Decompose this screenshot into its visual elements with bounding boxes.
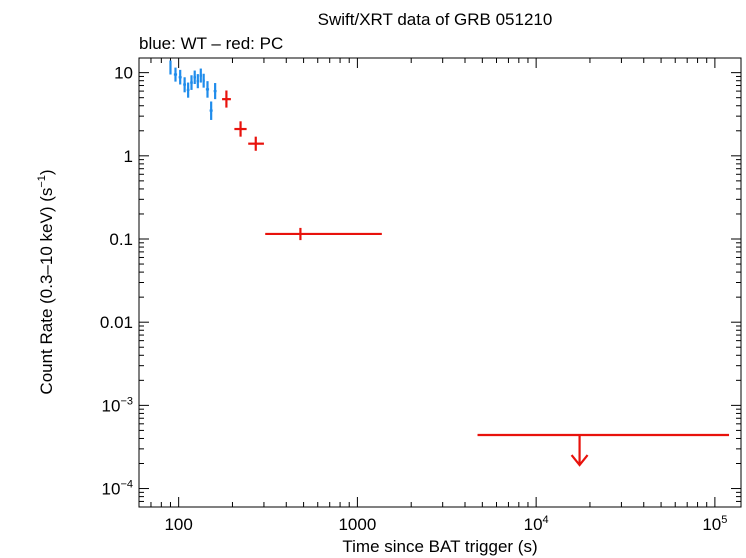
y-axis-label-end: ) [37, 169, 56, 175]
x-axis-label: Time since BAT trigger (s) [342, 537, 537, 556]
chart-subtitle: blue: WT – red: PC [139, 34, 283, 53]
x-tick-label-base: 1000 [338, 515, 376, 534]
y-tick-label-exp: −3 [120, 395, 133, 407]
y-tick-label: 10−4 [102, 479, 133, 499]
x-tick-label: 1000 [338, 515, 376, 534]
y-tick-label: 0.1 [109, 230, 133, 249]
plot-frame [138, 57, 742, 508]
y-tick-label-base: 0.01 [100, 313, 133, 332]
x-tick-label-base: 10 [524, 515, 543, 534]
upper-limit-arrow-head [570, 454, 589, 467]
x-tick-label-base: 100 [164, 515, 192, 534]
x-tick-label-exp: 4 [543, 514, 549, 526]
x-tick-label-exp: 5 [721, 514, 727, 526]
y-tick-label: 10−3 [102, 395, 133, 415]
series-wt [169, 60, 217, 120]
y-tick-label: 1 [124, 147, 133, 166]
y-tick-label-base: 10 [102, 396, 121, 415]
y-tick-label-base: 1 [124, 147, 133, 166]
y-tick-label: 0.01 [100, 313, 133, 332]
y-axis-label-main: Count Rate (0.3–10 keV) (s [37, 188, 56, 395]
series-pc [222, 90, 730, 467]
y-tick-label-base: 10 [114, 64, 133, 83]
x-tick-label-base: 10 [702, 515, 721, 534]
x-axis-ticks: 100 1000 104 105 [138, 58, 727, 534]
x-tick-label: 100 [164, 515, 192, 534]
data-series [169, 60, 730, 467]
y-tick-label-base: 10 [102, 480, 121, 499]
x-tick-label: 105 [702, 514, 727, 534]
y-tick-label: 10 [114, 64, 133, 83]
y-axis-label: Count Rate (0.3–10 keV) (s−1) [36, 169, 56, 394]
x-tick-label: 104 [524, 514, 549, 534]
y-axis-label-sup: −1 [36, 175, 48, 188]
y-tick-label-exp: −4 [120, 479, 133, 491]
y-tick-label-base: 0.1 [109, 230, 133, 249]
chart-title: Swift/XRT data of GRB 051210 [318, 10, 553, 29]
